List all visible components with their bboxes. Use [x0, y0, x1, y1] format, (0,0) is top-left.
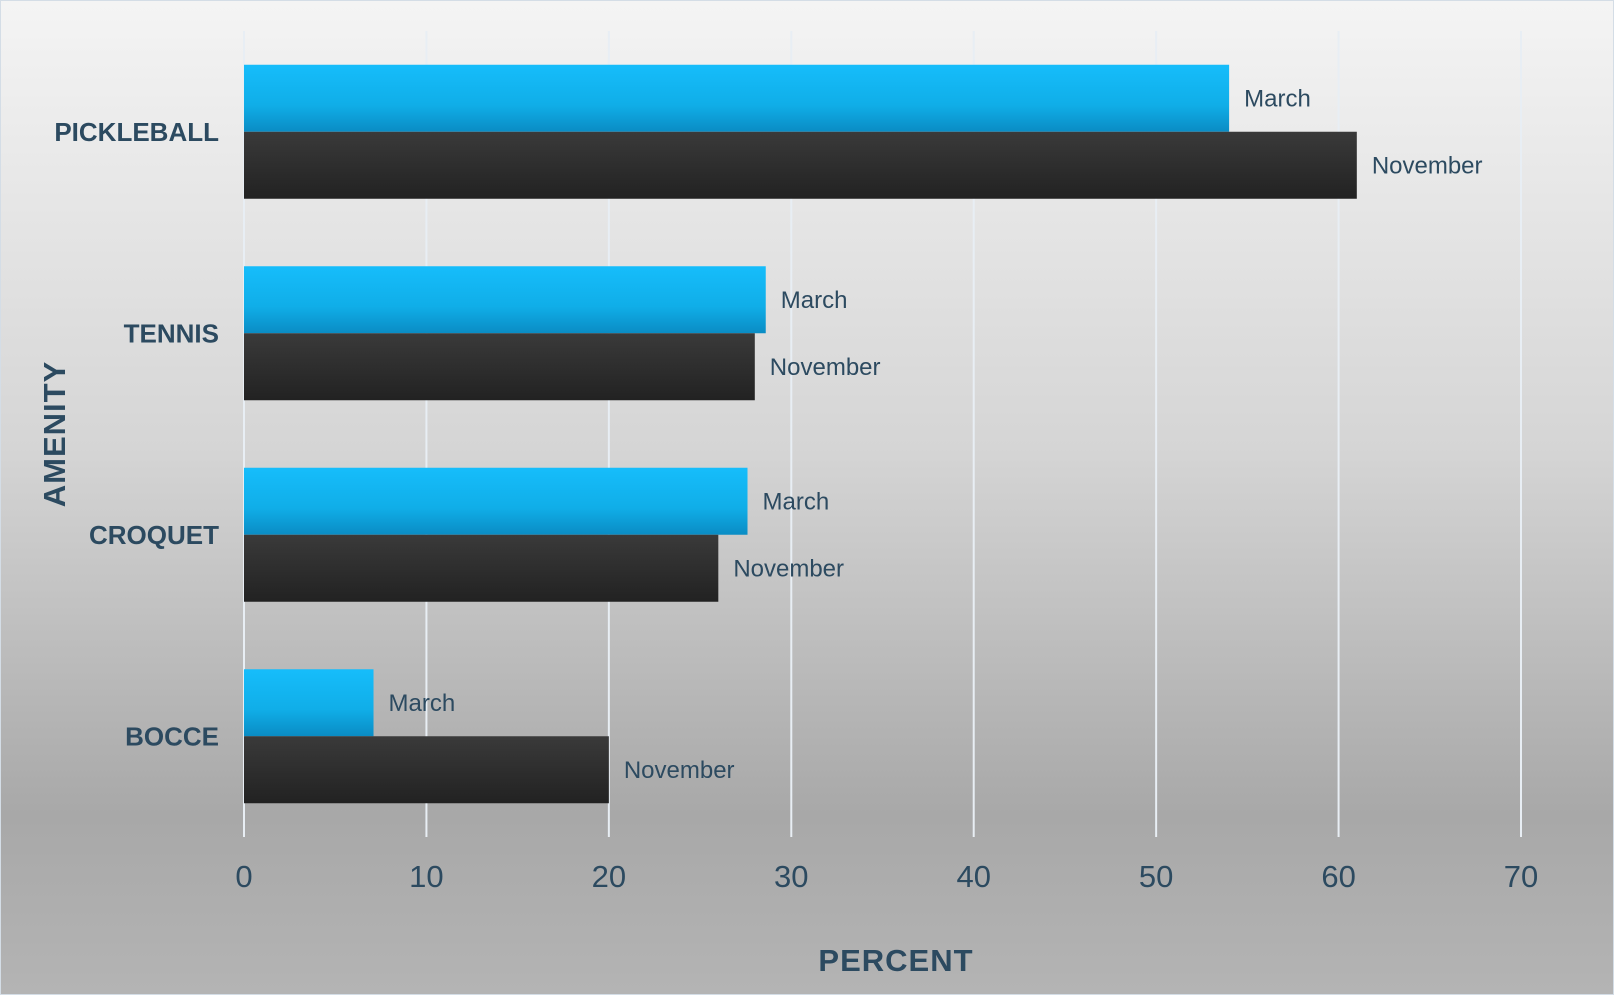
y-axis-title: AMENITY — [37, 361, 72, 508]
category-label-croquet: CROQUET — [89, 520, 219, 550]
category-label-tennis: TENNIS — [124, 318, 219, 348]
data-label-croquet-november: November — [733, 555, 844, 582]
category-label-bocce: BOCCE — [125, 721, 219, 751]
data-label-tennis-march: March — [781, 287, 848, 314]
x-tick-label: 50 — [1139, 859, 1173, 894]
x-tick-label: 60 — [1321, 859, 1355, 894]
bar-tennis-march — [244, 266, 766, 334]
x-tick-label: 30 — [774, 859, 808, 894]
labels: 0 10 20 30 40 50 60 70 PICKLEBALL March November TE… — [54, 85, 1538, 894]
bars — [244, 64, 1357, 804]
data-label-bocce-november: November — [624, 757, 735, 784]
bar-bocce-march — [244, 669, 374, 737]
data-label-croquet-march: March — [763, 488, 830, 515]
x-tick-label: 70 — [1504, 859, 1538, 894]
data-label-pickleball-march: March — [1244, 85, 1311, 112]
data-label-tennis-november: November — [770, 354, 881, 381]
bar-croquet-november — [244, 534, 719, 602]
bar-bocce-november — [244, 736, 609, 804]
bar-pickleball-march — [244, 64, 1230, 132]
x-tick-label: 0 — [235, 859, 252, 894]
bar-tennis-november — [244, 333, 755, 401]
x-tick-label: 20 — [592, 859, 626, 894]
x-tick-label: 40 — [956, 859, 990, 894]
x-axis-title: PERCENT — [818, 943, 973, 978]
category-label-pickleball: PICKLEBALL — [54, 117, 219, 147]
data-label-bocce-march: March — [389, 690, 456, 717]
bar-croquet-march — [244, 467, 748, 535]
data-label-pickleball-november: November — [1372, 152, 1483, 179]
bar-pickleball-november — [244, 131, 1357, 199]
x-tick-label: 10 — [409, 859, 443, 894]
